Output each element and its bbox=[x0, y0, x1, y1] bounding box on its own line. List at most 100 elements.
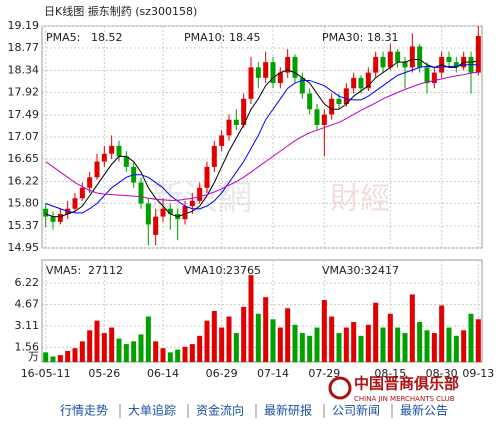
candle-body bbox=[395, 51, 401, 63]
x-tick-label: 08-30 bbox=[426, 367, 458, 380]
legend-name: PMA10: bbox=[184, 31, 225, 44]
nav-link[interactable]: 行情走势 bbox=[60, 404, 108, 418]
candle-body bbox=[431, 72, 437, 84]
candle-body bbox=[145, 203, 151, 225]
volume-bar bbox=[109, 327, 115, 362]
watermark: 財經 bbox=[330, 182, 390, 217]
legend-value: 32417 bbox=[364, 264, 399, 277]
volume-bar bbox=[307, 335, 313, 362]
volume-frame bbox=[41, 259, 483, 363]
x-tick-label: 09-13 bbox=[462, 367, 494, 380]
volume-bar bbox=[380, 327, 386, 362]
legend-name: VMA10: bbox=[184, 264, 226, 277]
x-tick-label: 06-29 bbox=[206, 367, 238, 380]
volume-bar bbox=[123, 344, 129, 362]
candle-body bbox=[453, 62, 459, 68]
candle-body bbox=[402, 62, 408, 68]
candle-body bbox=[248, 67, 254, 99]
volume-bar bbox=[351, 322, 357, 362]
y-tick-label: 4.67 bbox=[15, 298, 40, 311]
candle-body bbox=[299, 77, 305, 94]
nav-link[interactable]: 最新公告 bbox=[400, 403, 448, 418]
candle-body bbox=[233, 119, 239, 125]
y-tick-label: 18.77 bbox=[8, 41, 40, 54]
volume-bar bbox=[387, 313, 393, 362]
candle-body bbox=[219, 135, 225, 146]
logo: 中国晋商俱乐部 CHINA JIN MERCHANTS CLUB bbox=[328, 375, 459, 403]
legend-value: 18.45 bbox=[229, 31, 261, 44]
candle-body bbox=[446, 56, 452, 63]
candle-body bbox=[211, 145, 217, 167]
candle-body bbox=[153, 216, 159, 235]
candle-body bbox=[197, 187, 203, 201]
y-tick-label: 18.34 bbox=[8, 64, 40, 77]
legend-name: VMA5: bbox=[46, 264, 81, 277]
volume-bar bbox=[395, 327, 401, 362]
volume-bar bbox=[43, 352, 49, 362]
volume-bar bbox=[475, 319, 481, 362]
volume-bar bbox=[145, 316, 151, 362]
candle-body bbox=[116, 145, 122, 157]
nav-link[interactable]: 最新研报 bbox=[264, 403, 312, 418]
y-tick-label: 1.56 bbox=[15, 340, 40, 353]
candle-body bbox=[79, 187, 85, 199]
x-tick-label: 06-14 bbox=[147, 367, 179, 380]
candle-body bbox=[167, 208, 173, 214]
candle-body bbox=[277, 72, 283, 84]
candle-body bbox=[475, 35, 481, 73]
volume-bar bbox=[446, 327, 452, 362]
x-tick-label: 05-26 bbox=[88, 367, 120, 380]
chart-title: 日K线图 振东制药 (sz300158) bbox=[44, 4, 197, 18]
volume-bar bbox=[314, 327, 320, 362]
volume-bar bbox=[373, 302, 379, 362]
volume-bar bbox=[343, 327, 349, 362]
x-tick-label: 07-14 bbox=[257, 367, 289, 380]
volume-bar bbox=[241, 306, 247, 362]
volume-bar bbox=[248, 275, 254, 362]
candle-body bbox=[336, 98, 342, 105]
candle-body bbox=[424, 67, 430, 84]
volume-bar bbox=[197, 335, 203, 362]
candle-body bbox=[351, 77, 357, 89]
candle-body bbox=[72, 198, 78, 209]
candle-body bbox=[358, 77, 364, 89]
volume-bar bbox=[131, 341, 137, 362]
volume-bar bbox=[285, 308, 291, 362]
y-tick-label: 16.22 bbox=[8, 175, 40, 188]
ma-line bbox=[45, 71, 479, 201]
nav-link[interactable]: 资金流向 bbox=[196, 403, 244, 418]
y-tick-label: 14.95 bbox=[8, 241, 40, 254]
candle-body bbox=[270, 62, 276, 84]
candle-body bbox=[365, 72, 371, 89]
nav-link[interactable]: 公司新闻 bbox=[332, 403, 380, 418]
volume-bar bbox=[189, 344, 195, 362]
ma-line bbox=[45, 64, 479, 214]
volume-bar bbox=[233, 333, 239, 362]
candle-body bbox=[373, 56, 379, 73]
volume-bar bbox=[263, 297, 269, 362]
volume-bar bbox=[402, 333, 408, 362]
volume-bar bbox=[50, 356, 56, 362]
volume-bar bbox=[219, 327, 225, 362]
volume-bar bbox=[87, 330, 93, 362]
volume-bar bbox=[453, 335, 459, 362]
legend-value: 23765 bbox=[226, 264, 261, 277]
volume-bar bbox=[116, 338, 122, 362]
legend-name: PMA30: bbox=[322, 31, 363, 44]
candle-body bbox=[329, 98, 335, 115]
y-tick-label: 15.80 bbox=[8, 196, 40, 209]
candle-body bbox=[50, 216, 56, 222]
logo-name: 中国晋商俱乐部 bbox=[354, 375, 459, 393]
x-tick-label: 07-29 bbox=[308, 367, 340, 380]
candle-body bbox=[204, 166, 210, 188]
volume-bar bbox=[255, 313, 261, 362]
candle-body bbox=[263, 62, 269, 78]
legend-value: 18.31 bbox=[367, 31, 399, 44]
nav-link[interactable]: 大单追踪 bbox=[128, 403, 176, 418]
candle-body bbox=[160, 208, 166, 217]
volume-bar bbox=[167, 352, 173, 362]
candle-body bbox=[109, 145, 115, 154]
candle-body bbox=[138, 182, 144, 204]
candle-body bbox=[255, 67, 261, 78]
